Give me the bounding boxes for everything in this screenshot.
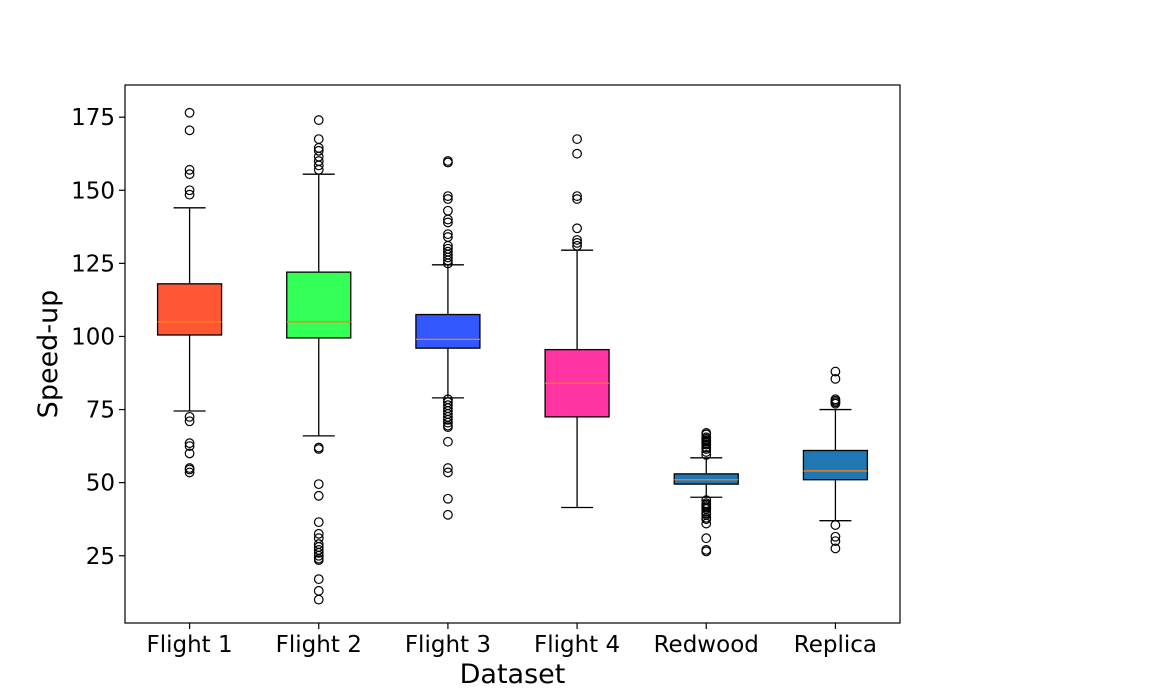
y-tick-label: 125	[71, 251, 115, 277]
x-tick-label: Flight 3	[405, 632, 491, 658]
x-tick-label: Replica	[794, 632, 877, 658]
data-marks	[156, 107, 869, 605]
box-group	[673, 428, 739, 557]
outlier-point	[184, 189, 195, 200]
y-tick-label: 175	[71, 105, 115, 131]
outlier-point	[184, 438, 195, 449]
outlier-point	[572, 237, 582, 248]
outlier-point	[830, 531, 841, 542]
outlier-point	[572, 235, 582, 245]
y-axis-title: Speed-up	[33, 290, 64, 419]
outlier-point	[313, 528, 324, 539]
outlier-point	[184, 185, 195, 196]
outlier-point	[184, 169, 195, 180]
box-group	[415, 156, 481, 520]
outlier-point	[313, 490, 324, 501]
outlier-point	[572, 223, 582, 234]
outlier-point	[313, 594, 324, 605]
outlier-point	[443, 191, 453, 202]
outlier-point	[313, 160, 324, 171]
iqr-box	[415, 313, 481, 349]
box-group	[156, 107, 223, 478]
outlier-point	[443, 157, 453, 168]
y-tick-label: 50	[86, 471, 115, 497]
y-tick-label: 75	[86, 398, 115, 424]
outlier-point	[313, 517, 324, 528]
x-tick-label: Flight 2	[276, 632, 362, 658]
outlier-point	[701, 449, 712, 460]
x-tick-label: Flight 1	[147, 632, 233, 658]
y-tick-label: 25	[86, 544, 115, 570]
outlier-point	[184, 125, 195, 136]
outlier-point	[184, 448, 195, 459]
outlier-point	[701, 514, 712, 525]
box-group	[286, 115, 352, 605]
plot-frame	[124, 84, 901, 624]
outlier-point	[313, 555, 324, 566]
outlier-point	[701, 439, 712, 450]
outlier-point	[830, 520, 841, 530]
iqr-box	[156, 283, 223, 336]
x-tick-label: Redwood	[654, 632, 759, 658]
outlier-point	[313, 164, 324, 175]
outlier-point	[443, 252, 453, 263]
outlier-point	[830, 366, 841, 377]
outlier-point	[313, 444, 324, 454]
box-group	[802, 366, 869, 554]
outlier-point	[572, 134, 582, 144]
outlier-point	[184, 416, 195, 427]
outlier-point	[443, 493, 453, 504]
outlier-point	[184, 441, 195, 452]
outlier-point	[830, 536, 841, 547]
x-axis-title: Dataset	[460, 659, 566, 690]
outlier-point	[184, 467, 195, 478]
outlier-point	[313, 145, 324, 156]
outlier-point	[313, 115, 324, 125]
outlier-point	[313, 550, 324, 561]
outlier-point	[184, 411, 195, 422]
outlier-point	[443, 463, 453, 473]
outlier-point	[701, 518, 712, 529]
outlier-point	[443, 422, 453, 432]
outlier-point	[701, 447, 712, 457]
outlier-point	[443, 258, 453, 269]
outlier-point	[184, 164, 195, 175]
outlier-point	[572, 148, 582, 159]
outlier-point	[313, 479, 324, 490]
iqr-box	[802, 449, 869, 481]
outlier-point	[443, 214, 453, 225]
outlier-point	[443, 436, 453, 447]
outlier-point	[830, 543, 841, 554]
outlier-point	[313, 574, 324, 585]
outlier-point	[184, 107, 195, 118]
outlier-point	[572, 191, 582, 202]
y-tick-label: 100	[71, 324, 115, 350]
outlier-point	[701, 533, 712, 544]
outlier-point	[443, 229, 453, 240]
outlier-point	[184, 464, 195, 475]
outlier-point	[443, 417, 453, 428]
x-axis: Flight 1 Flight 2 Flight 3 Flight 4 Redwood R…	[147, 623, 877, 658]
outlier-point	[830, 398, 841, 409]
outlier-point	[443, 255, 453, 266]
outlier-point	[572, 240, 582, 251]
y-tick-label: 150	[71, 178, 115, 204]
outlier-point	[443, 414, 453, 425]
outlier-point	[313, 547, 324, 558]
outlier-point	[443, 217, 453, 228]
outlier-point	[572, 194, 582, 204]
outlier-point	[701, 444, 712, 454]
x-tick-label: Flight 4	[534, 632, 620, 658]
iqr-box	[286, 271, 352, 339]
outlier-point	[443, 509, 453, 520]
outlier-point	[701, 546, 712, 557]
iqr-box	[673, 473, 739, 485]
y-axis: 25 50 75 100 125 150 175	[71, 105, 125, 570]
box-group	[544, 134, 610, 509]
plot-background	[125, 85, 900, 623]
outlier-point	[443, 467, 453, 478]
outlier-point	[443, 194, 453, 204]
outlier-point	[830, 373, 841, 384]
